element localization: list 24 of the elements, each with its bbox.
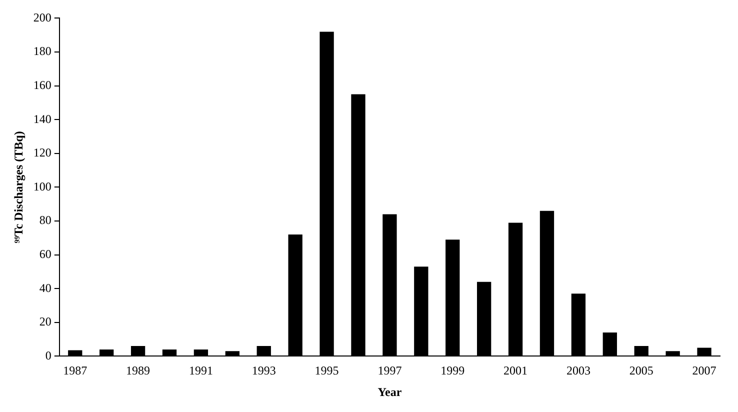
y-axis-title: ⁹⁹Tc Discharges (TBq) bbox=[11, 131, 26, 244]
y-tick-label: 140 bbox=[33, 112, 52, 126]
y-tick-label: 180 bbox=[33, 44, 52, 58]
x-tick-label: 1987 bbox=[63, 364, 88, 378]
y-tick-label: 60 bbox=[39, 246, 52, 261]
x-tick-label: 2001 bbox=[504, 364, 528, 378]
y-tick-label: 160 bbox=[33, 78, 52, 92]
x-tick-label: 1995 bbox=[314, 364, 339, 378]
y-tick-label: 100 bbox=[33, 179, 52, 194]
x-tick-label: 2007 bbox=[692, 364, 716, 378]
y-tick-label: 20 bbox=[39, 314, 52, 329]
y-tick-label: 80 bbox=[39, 213, 52, 228]
x-tick-label: 1997 bbox=[378, 364, 402, 378]
x-tick-label: 1999 bbox=[440, 364, 465, 378]
x-tick-label: 1991 bbox=[188, 364, 213, 378]
y-tick-label: 120 bbox=[33, 146, 52, 160]
x-tick-label: 1993 bbox=[252, 364, 276, 378]
x-tick-label: 2005 bbox=[629, 364, 654, 378]
x-tick-label: 1989 bbox=[126, 364, 150, 378]
x-tick-label: 2003 bbox=[566, 364, 590, 378]
y-tick-label: 40 bbox=[39, 280, 52, 295]
y-tick-label: 0 bbox=[45, 348, 52, 362]
x-axis-title: Year bbox=[378, 384, 402, 399]
y-tick-label: 200 bbox=[33, 10, 52, 24]
